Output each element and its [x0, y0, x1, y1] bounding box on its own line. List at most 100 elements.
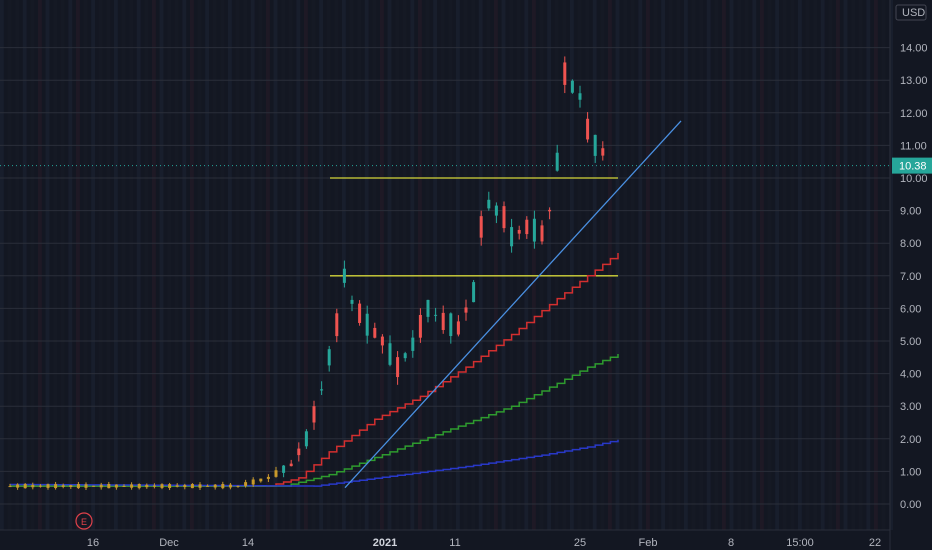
price-candle-body: [137, 484, 141, 489]
bg-stripe: [273, 0, 278, 530]
bg-stripe: [813, 0, 817, 530]
bg-stripe: [623, 0, 627, 530]
bg-stripe: [577, 0, 582, 530]
bg-stripe: [653, 0, 658, 530]
x-tick-label: 14: [242, 537, 254, 549]
currency-label: USD: [902, 7, 925, 19]
price-candle-body: [145, 484, 149, 488]
price-candle-body: [494, 205, 498, 216]
x-tick-label: 25: [574, 537, 586, 549]
bg-stripe: [501, 0, 506, 530]
bg-stripe: [311, 0, 316, 530]
bg-stripe: [760, 0, 764, 530]
bg-stripe: [798, 0, 802, 530]
y-tick-label: 14.00: [900, 43, 928, 55]
y-tick-label: 5.00: [900, 336, 921, 348]
price-candle-body: [152, 485, 156, 487]
price-candle-body: [548, 209, 552, 212]
price-candle-body: [380, 336, 384, 346]
bg-stripe: [98, 0, 103, 530]
y-tick-label: 1.00: [900, 466, 921, 478]
bg-stripe: [737, 0, 741, 530]
price-candle-body: [373, 327, 377, 338]
x-tick-label: Dec: [159, 537, 179, 549]
price-candle-body: [92, 485, 96, 487]
bg-stripe: [129, 0, 133, 530]
price-candle-body: [578, 93, 582, 100]
bg-stripe: [752, 0, 757, 530]
bg-stripe: [874, 0, 878, 530]
bg-stripe: [250, 0, 255, 530]
bg-stripe: [0, 0, 4, 530]
bg-stripe: [319, 0, 323, 530]
y-tick-label: 12.00: [900, 108, 928, 120]
bg-stripe: [228, 0, 232, 530]
x-tick-label: 8: [728, 537, 734, 549]
bg-stripe: [539, 0, 544, 530]
bg-stripe: [646, 0, 650, 530]
bg-stripe: [494, 0, 498, 530]
bg-stripe: [372, 0, 377, 530]
bg-stripe: [349, 0, 354, 530]
price-candle-body: [46, 484, 50, 488]
bg-stripe: [334, 0, 339, 530]
x-tick-label: Feb: [639, 537, 658, 549]
y-tick-label: 6.00: [900, 303, 921, 315]
bg-stripe: [30, 0, 35, 530]
bg-stripe: [775, 0, 779, 530]
y-tick-label: 11.00: [900, 140, 927, 152]
y-tick-label: 4.00: [900, 369, 921, 381]
bg-stripe: [691, 0, 696, 530]
price-candle-body: [259, 478, 263, 482]
bg-stripe: [288, 0, 293, 530]
bg-stripe: [433, 0, 437, 530]
y-tick-label: 8.00: [900, 238, 921, 250]
bg-stripe: [851, 0, 855, 530]
price-candle-body: [23, 483, 27, 489]
price-candle-body: [434, 314, 438, 316]
bg-stripe: [136, 0, 141, 530]
price-candle-body: [84, 484, 88, 488]
bg-stripe: [585, 0, 589, 530]
price-candle-body: [282, 465, 286, 473]
price-candle-body: [122, 485, 126, 487]
bg-stripe: [516, 0, 521, 530]
price-candle-body: [335, 313, 339, 337]
bg-stripe: [638, 0, 643, 530]
bg-stripe: [395, 0, 399, 530]
bg-stripe: [706, 0, 711, 530]
price-candle-body: [221, 483, 225, 489]
moving-average-line: [10, 439, 619, 487]
bg-stripe: [418, 0, 422, 530]
bg-stripe: [866, 0, 871, 530]
bg-stripe: [410, 0, 415, 530]
bg-stripe: [45, 0, 50, 530]
bg-stripe: [456, 0, 460, 530]
bg-stripe: [676, 0, 681, 530]
price-candle-body: [297, 448, 301, 456]
price-candle-body: [388, 343, 392, 365]
price-candle-body: [198, 484, 202, 488]
price-candle-body: [456, 321, 460, 335]
price-candle-body: [418, 314, 422, 338]
bg-stripe: [296, 0, 301, 530]
price-candle-body: [160, 484, 164, 488]
price-candle-body: [289, 463, 293, 467]
price-candle-body: [31, 484, 35, 488]
price-candle-body: [426, 299, 430, 317]
price-candle-body: [69, 485, 73, 487]
bg-stripe: [159, 0, 164, 530]
price-candle-body: [213, 484, 217, 488]
bg-stripe: [91, 0, 95, 530]
bg-stripe: [76, 0, 80, 530]
price-candle-body: [403, 353, 407, 359]
bg-stripe: [220, 0, 225, 530]
bg-stripe: [258, 0, 263, 530]
bg-stripe: [22, 0, 27, 530]
bg-stripe: [38, 0, 42, 530]
bg-stripe: [357, 0, 361, 530]
price-candle-body: [487, 199, 491, 209]
price-candle-body: [54, 484, 58, 489]
